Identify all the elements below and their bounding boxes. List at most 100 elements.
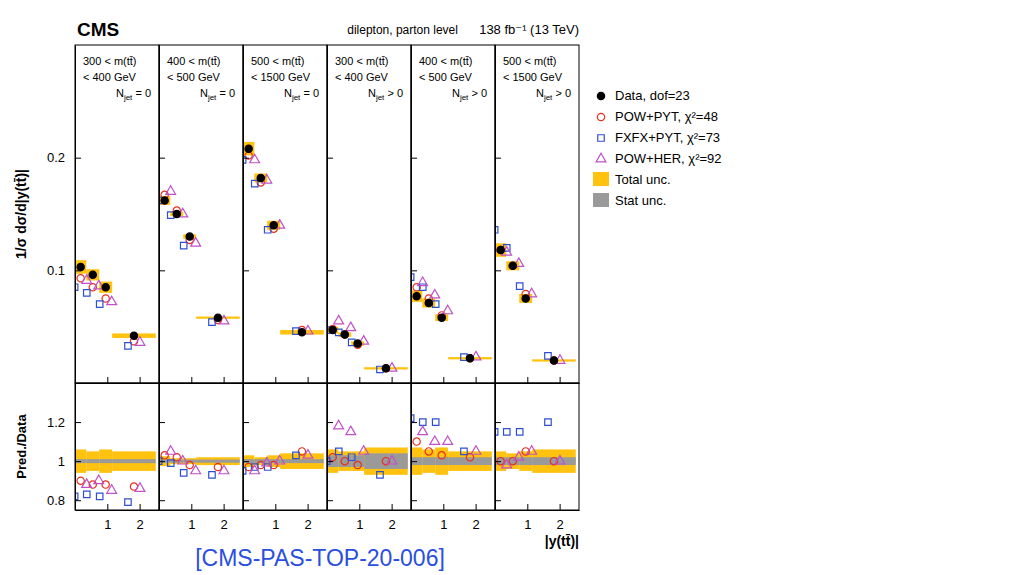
tick-mark — [243, 422, 249, 423]
ratio-point — [293, 452, 299, 458]
ratio-point — [107, 485, 117, 494]
upper-plot-area — [495, 227, 576, 365]
ratio-total-unc-band — [243, 455, 254, 467]
tick-mark — [75, 422, 81, 423]
panel-title: 300 < m(tt̄) — [335, 55, 389, 67]
data-point — [438, 314, 445, 321]
ratio-point — [514, 452, 524, 461]
tick — [327, 158, 333, 159]
prediction-point — [341, 331, 348, 338]
data-point — [77, 263, 84, 270]
tick-label: 2 — [472, 517, 479, 532]
tick-mark — [75, 270, 81, 271]
data-point — [161, 197, 168, 204]
tick-mark — [327, 270, 333, 271]
legend-swatch — [593, 172, 609, 186]
tick: 1 — [58, 454, 81, 469]
tick — [411, 270, 417, 271]
panel-title: < 400 GeV — [83, 71, 137, 83]
total-unc-box — [243, 142, 254, 156]
prediction-point — [334, 315, 344, 324]
total-unc-box — [422, 299, 435, 308]
tick-mark — [308, 504, 309, 510]
ratio-point — [84, 491, 90, 497]
tick: 1 — [524, 504, 531, 532]
data-point — [466, 355, 473, 362]
tick-mark — [243, 158, 249, 159]
ratio-plot-area — [495, 419, 576, 473]
tick: 1 — [272, 504, 279, 532]
data-point — [214, 314, 221, 321]
tick-label: 1 — [356, 517, 363, 532]
x-axis-upper — [496, 377, 580, 384]
ratio-plot-area — [159, 446, 240, 478]
data-point — [257, 174, 264, 181]
ratio-point — [166, 446, 176, 455]
prediction-point — [550, 357, 557, 364]
tick — [495, 422, 501, 423]
ratio-total-unc-band — [411, 447, 422, 474]
tick — [392, 377, 393, 383]
tick: 0.2 — [47, 150, 81, 165]
tick-mark — [327, 158, 333, 159]
upper-plot-area — [243, 142, 324, 336]
ratio-point — [94, 475, 104, 484]
panel-frame — [75, 45, 159, 383]
y-axis-line — [75, 46, 76, 384]
prediction-point — [125, 343, 131, 349]
tick-mark — [159, 158, 165, 159]
ratio-stat-unc-band — [243, 459, 254, 463]
tick — [275, 377, 276, 383]
x-axis-upper-line — [328, 383, 412, 384]
ratio-panel-frame — [75, 383, 159, 510]
ratio-point — [96, 493, 102, 499]
ratio-y-axis-line — [243, 384, 244, 511]
x-axis-line — [160, 510, 244, 511]
x-axis-upper-line — [244, 383, 328, 384]
panel-jet-label: Njet > 0 — [452, 87, 487, 102]
y-axis: 0.10.2 — [47, 46, 81, 384]
y-axis-line — [159, 46, 160, 384]
tick-mark — [359, 504, 360, 510]
tick: 2 — [136, 504, 143, 532]
total-unc-box — [435, 314, 448, 321]
ratio-point — [346, 426, 356, 435]
x-axis: 12 — [76, 504, 160, 532]
panel-frame — [243, 45, 327, 383]
legend-label: FXFX+PYT, χ²=73 — [615, 130, 720, 145]
prediction-point — [382, 365, 389, 372]
tick: 2 — [388, 504, 395, 532]
tick — [495, 500, 501, 501]
x-axis-upper-line — [496, 383, 580, 384]
tick-mark — [75, 500, 81, 501]
tick — [476, 377, 477, 383]
ratio-point — [377, 472, 383, 478]
ratio-y-axis-line — [75, 384, 76, 511]
x-axis-line — [328, 510, 412, 511]
legend-label: POW+PYT, χ²=48 — [615, 109, 718, 124]
tick-label: 1 — [524, 517, 531, 532]
data-point — [173, 210, 180, 217]
tick-mark — [159, 461, 165, 462]
ratio-point — [420, 419, 426, 425]
ratio-point — [430, 436, 440, 445]
ratio-y-axis-line — [159, 384, 160, 511]
y-axis-line — [327, 46, 328, 384]
ratio-point — [82, 479, 92, 488]
y-axis-line — [411, 46, 412, 384]
x-axis-line — [76, 510, 160, 511]
tick-mark — [140, 504, 141, 510]
tick-mark — [411, 500, 417, 501]
tick — [243, 461, 249, 462]
ratio-total-unc-band — [364, 447, 408, 474]
upper-plot-area — [75, 260, 156, 349]
x-axis-title: |y(tt̄)| — [545, 533, 579, 549]
ratio-total-unc-band — [422, 449, 435, 472]
ratio-point — [191, 465, 201, 474]
ratio-y-axis — [243, 384, 249, 511]
tick-mark — [107, 504, 108, 510]
tick-mark — [411, 270, 417, 271]
ratio-point — [418, 426, 428, 435]
jet-symbol: N — [200, 87, 208, 99]
x-axis: 12 — [244, 504, 328, 532]
